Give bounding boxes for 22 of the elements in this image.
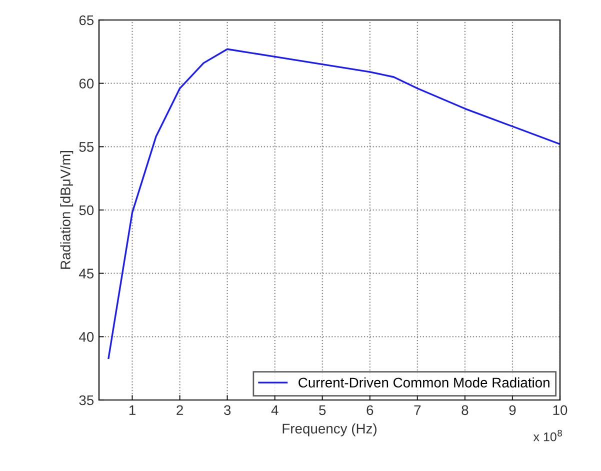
line-series (108, 48, 560, 360)
x-tick-label: 1 (129, 405, 136, 415)
legend-label: Current-Driven Common Mode Radiation (298, 377, 550, 388)
y-tick-label: 35 (79, 395, 94, 406)
x-tick-label: 3 (224, 405, 231, 416)
x-tick-label: 6 (366, 405, 374, 416)
text: x 10$^{8}$ (533, 430, 562, 442)
x-tick-label: 8 (462, 405, 468, 416)
y-tick-label: 50 (79, 205, 94, 216)
x-tick-label: 2 (176, 405, 183, 415)
y-tick-label: 40 (79, 332, 94, 342)
x-tick-label: 7 (414, 405, 421, 415)
x-axis-title: Frequency (Hz) (282, 423, 376, 436)
x-tick-label: 4 (271, 405, 278, 415)
y-tick-label: 65 (79, 15, 94, 26)
y-tick-label: 60 (79, 78, 94, 89)
y-axis-title: Radiation [dBμV/m] (60, 151, 74, 269)
x-tick-label: 5 (319, 405, 326, 416)
y-tick-label: 55 (79, 142, 94, 152)
y-tick-label: 45 (79, 268, 94, 279)
x-tick-label: 10 (553, 405, 568, 416)
x-tick-label: 9 (509, 405, 516, 416)
